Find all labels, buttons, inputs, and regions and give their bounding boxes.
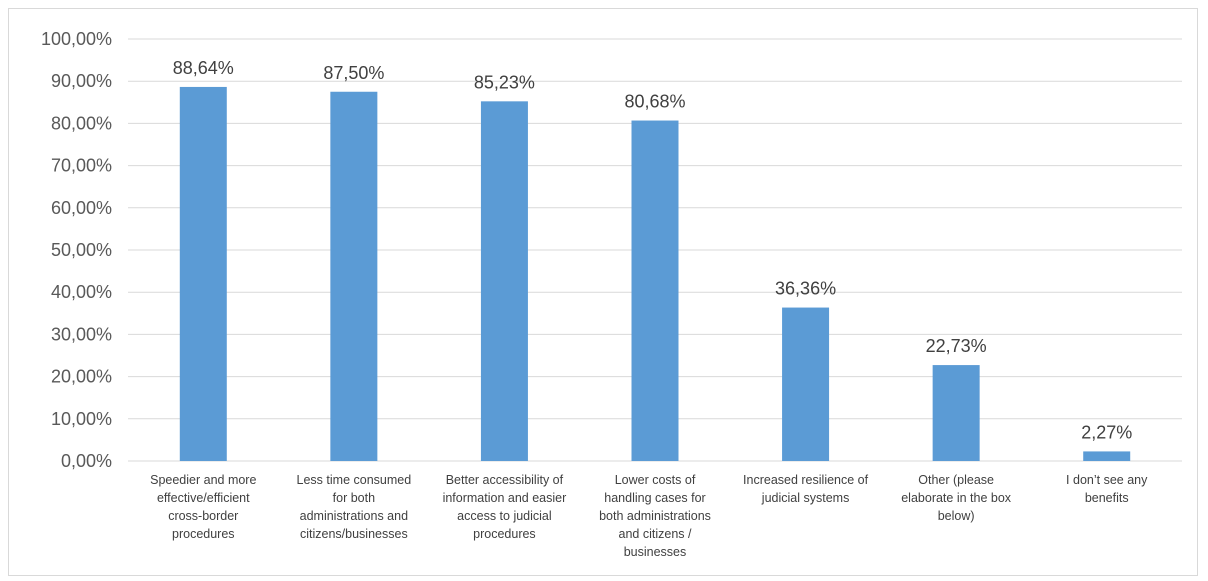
category-label-line: both administrations	[599, 509, 711, 523]
data-label: 85,23%	[474, 72, 535, 92]
data-label: 36,36%	[775, 279, 836, 299]
category-label: Less time consumed for both administration…	[297, 473, 412, 541]
bar	[782, 307, 830, 461]
data-label: 87,50%	[323, 63, 384, 83]
data-label: 22,73%	[926, 336, 987, 356]
category-label: Better accessibility of information and e…	[443, 473, 567, 541]
category-label-line: benefits	[1085, 491, 1129, 505]
category-label: Other (please elaborate in the box below)	[901, 473, 1012, 523]
y-tick-label: 100,00%	[41, 29, 112, 49]
category-label-line: Increased resilience of	[743, 473, 869, 487]
category-label-line: I don’t see any	[1066, 473, 1148, 487]
category-label-line: handling cases for	[604, 491, 705, 505]
category-label-line: citizens/businesses	[300, 527, 408, 541]
category-label-line: Lower costs of	[615, 473, 696, 487]
bar	[932, 365, 980, 461]
bar	[179, 86, 227, 461]
category-label-line: judicial systems	[761, 491, 850, 505]
y-tick-label: 30,00%	[51, 324, 112, 344]
category-label-line: administrations and	[300, 509, 408, 523]
category-label: Increased resilience of judicial systems	[743, 473, 869, 505]
y-tick-label: 0,00%	[61, 451, 112, 471]
y-tick-label: 10,00%	[51, 409, 112, 429]
y-tick-label: 80,00%	[51, 113, 112, 133]
category-label-line: for both	[333, 491, 375, 505]
y-tick-label: 40,00%	[51, 282, 112, 302]
category-label-line: Other (please	[918, 473, 994, 487]
category-label-line: and citizens /	[619, 527, 692, 541]
bar	[631, 120, 679, 462]
category-label-line: Better accessibility of	[446, 473, 564, 487]
category-label-line: elaborate in the box	[901, 491, 1012, 505]
bar	[330, 91, 378, 461]
category-label-line: information and easier	[443, 491, 567, 505]
category-label-line: procedures	[172, 527, 235, 541]
data-label: 80,68%	[624, 92, 685, 112]
y-tick-label: 70,00%	[51, 156, 112, 176]
y-tick-label: 20,00%	[51, 367, 112, 387]
category-label-line: Less time consumed	[297, 473, 412, 487]
y-tick-label: 60,00%	[51, 198, 112, 218]
data-label: 2,27%	[1081, 422, 1132, 442]
y-tick-label: 50,00%	[51, 240, 112, 260]
category-label-line: procedures	[473, 527, 536, 541]
category-label-line: effective/efficient	[157, 491, 250, 505]
bar	[1083, 451, 1131, 461]
data-label: 88,64%	[173, 58, 234, 78]
category-label-line: below)	[938, 509, 975, 523]
category-label-line: Speedier and more	[150, 473, 256, 487]
category-label: Lower costs of handling cases for both adm…	[599, 473, 711, 559]
category-label-line: cross-border	[168, 509, 238, 523]
category-label: I don’t see any benefits	[1066, 473, 1148, 505]
category-label-line: businesses	[624, 545, 687, 559]
category-label: Speedier and more effective/efficient cros…	[150, 473, 256, 541]
bar	[480, 101, 528, 461]
category-label-line: access to judicial	[457, 509, 552, 523]
y-tick-label: 90,00%	[51, 71, 112, 91]
